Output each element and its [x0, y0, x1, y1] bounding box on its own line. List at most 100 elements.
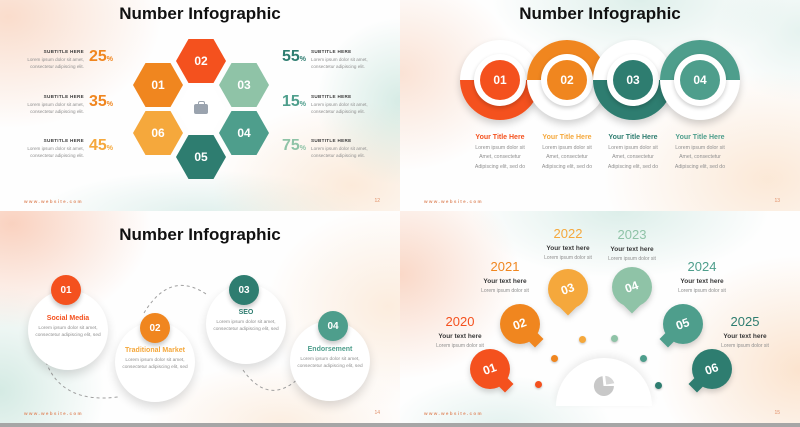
hexagon-06: 06	[133, 111, 183, 155]
caption-line: Adipiscing elit, sed do	[474, 163, 526, 170]
ring-number: 01	[480, 60, 520, 100]
step-line: Lorem ipsum dolor sit amet, consectetur a…	[213, 320, 279, 333]
stat-percent: 35%	[89, 93, 114, 110]
timeline-dot	[640, 355, 647, 362]
slide-title: Number Infographic	[119, 4, 281, 23]
step-line: Lorem ipsum dolor sit amet, consectetur a…	[35, 326, 101, 339]
caption-title: Your Title Here	[675, 134, 725, 141]
year-label: 2023	[617, 227, 647, 242]
year-block-2024: 2024 Your text here Lorem ipsum dolor si…	[657, 259, 747, 294]
step-badge-02: 02	[140, 313, 170, 343]
caption-line: Amet, consectetur	[546, 154, 588, 161]
stat-body-line: consectetur adipiscing elit.	[311, 109, 365, 115]
year-block-2025: 2025 Your text here Lorem ipsum dolor si…	[700, 314, 790, 349]
stat-percent: 25%	[89, 48, 114, 65]
year-label: 2022	[553, 226, 583, 241]
hexagon-05: 05	[176, 135, 226, 179]
timeline-dot	[611, 335, 618, 342]
year-label: 2021	[490, 259, 520, 274]
website-link[interactable]: www.website.com	[24, 199, 83, 204]
ring-caption: Your Title Here Lorem ipsum dolor sit Am…	[460, 134, 540, 170]
stat-subtitle: SUBTITLE HERE	[311, 94, 352, 99]
page-number: 12	[374, 198, 380, 204]
balloon-05: 05	[663, 304, 703, 344]
timeline-dot	[579, 336, 586, 343]
website-link[interactable]: www.website.com	[424, 199, 483, 204]
stat-subtitle: SUBTITLE HERE	[43, 138, 84, 143]
ring-number: 02	[547, 60, 587, 100]
hexagon-04: 04	[219, 111, 269, 155]
year-label: 2025	[730, 314, 760, 329]
ring-number: 03	[613, 60, 653, 100]
year-title: Your text here	[723, 333, 767, 340]
stat-item: SUBTITLE HERE Lorem ipsum dolor sit amet…	[6, 137, 114, 159]
slide-ring-infographic[interactable]: Number Infographic 01 02 03 04 Your Titl…	[400, 0, 800, 211]
step-badge-03: 03	[229, 275, 259, 305]
step-title: Traditional Market	[125, 347, 185, 354]
year-block-2021: 2021 Your text here Lorem ipsum dolor si…	[460, 259, 550, 294]
year-line: Lorem ipsum dolor sit	[608, 256, 656, 262]
step-title: Endorsement	[307, 346, 353, 353]
ring-caption: Your Title Here Lorem ipsum dolor sit Am…	[527, 134, 607, 170]
caption-line: Amet, consectetur	[612, 154, 654, 161]
slide-circle-steps-infographic[interactable]: Number Infographic Social Media Lorem ip…	[0, 211, 400, 423]
stat-subtitle: SUBTITLE HERE	[311, 49, 352, 54]
ring-caption: Your Title Here Lorem ipsum dolor sit Am…	[660, 134, 740, 170]
caption-line: Lorem ipsum dolor sit	[675, 144, 725, 151]
step-badge-04: 04	[318, 311, 348, 341]
stat-body-line: consectetur adipiscing elit.	[30, 153, 84, 159]
stat-body-line: Lorem ipsum dolor sit amet,	[311, 101, 368, 107]
step-badge-01: 01	[51, 275, 81, 305]
timeline-dot	[535, 381, 542, 388]
stat-subtitle: SUBTITLE HERE	[43, 49, 84, 54]
slide-title: Number Infographic	[519, 4, 681, 23]
stat-percent: 45%	[89, 137, 114, 154]
briefcase-icon	[194, 101, 208, 114]
balloon-03: 03	[548, 269, 588, 309]
balloon-06: 06	[692, 349, 732, 389]
caption-line: Adipiscing elit, sed do	[541, 163, 593, 170]
pie-chart-icon	[593, 375, 615, 397]
stat-body-line: consectetur adipiscing elit.	[30, 109, 84, 115]
year-line: Lorem ipsum dolor sit	[678, 288, 726, 294]
caption-line: Adipiscing elit, sed do	[674, 163, 726, 170]
ring-caption: Your Title Here Lorem ipsum dolor sit Am…	[593, 134, 673, 170]
caption-line: Lorem ipsum dolor sit	[542, 144, 592, 151]
caption-line: Lorem ipsum dolor sit	[608, 144, 658, 151]
ring-02: 02	[527, 40, 607, 120]
website-link[interactable]: www.website.com	[24, 411, 83, 416]
stat-body-line: consectetur adipiscing elit.	[311, 153, 365, 159]
year-title: Your text here	[438, 333, 482, 340]
website-link[interactable]: www.website.com	[424, 411, 483, 416]
hexagon-03: 03	[219, 63, 269, 107]
hexagon-01: 01	[133, 63, 183, 107]
timeline-dot	[551, 355, 558, 362]
center-hexagon	[176, 87, 226, 131]
stat-body-line: Lorem ipsum dolor sit amet,	[311, 145, 368, 151]
step-line: Lorem ipsum dolor sit amet, consectetur a…	[297, 357, 363, 370]
year-title: Your text here	[483, 278, 527, 285]
stat-item: SUBTITLE HERE Lorem ipsum dolor sit amet…	[6, 48, 114, 70]
stat-body-line: Lorem ipsum dolor sit amet,	[27, 145, 84, 151]
caption-line: Amet, consectetur	[479, 154, 521, 161]
year-line: Lorem ipsum dolor sit	[481, 288, 529, 294]
caption-title: Your Title Here	[542, 134, 592, 141]
year-line: Lorem ipsum dolor sit	[721, 343, 769, 349]
stat-percent: 75%	[282, 137, 307, 154]
step-circle-02: Traditional Market Lorem ipsum dolor sit…	[115, 322, 195, 402]
hexagon-02: 02	[176, 39, 226, 83]
stat-body-line: Lorem ipsum dolor sit amet,	[27, 101, 84, 107]
ring-03: 03	[593, 40, 673, 120]
stat-percent: 15%	[282, 93, 307, 110]
stat-percent: 55%	[282, 48, 307, 65]
slide-timeline-infographic[interactable]: 2020 Your text here Lorem ipsum dolor si…	[400, 211, 800, 423]
year-block-2022: 2022 Your text here Lorem ipsum dolor si…	[523, 226, 613, 261]
page-number: 13	[774, 198, 780, 204]
balloon-04: 04	[612, 267, 652, 307]
stat-body-line: Lorem ipsum dolor sit amet,	[311, 56, 368, 62]
slide-title: Number Infographic	[119, 225, 281, 244]
stat-item: SUBTITLE HERE Lorem ipsum dolor sit amet…	[6, 93, 114, 115]
slide-hexagon-infographic[interactable]: Number Infographic SUBTITLE HERE Lorem i…	[0, 0, 400, 211]
ring-01: 01	[460, 40, 540, 120]
stat-item: 55% SUBTITLE HERE Lorem ipsum dolor sit …	[282, 48, 389, 70]
